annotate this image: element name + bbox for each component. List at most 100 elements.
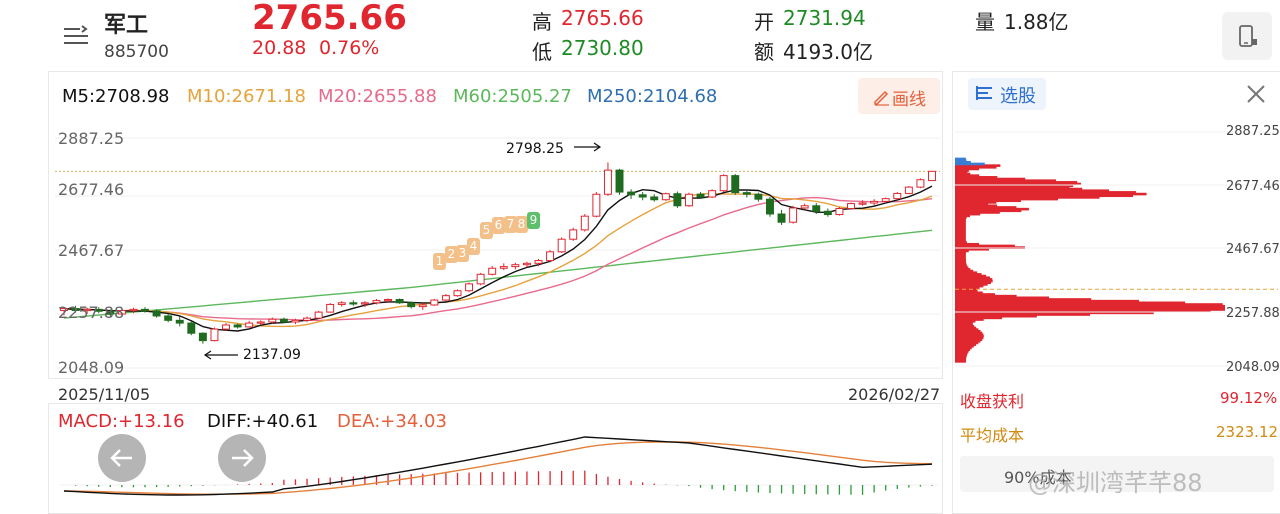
annotations [203,142,602,360]
chip-bar [955,303,1223,306]
chip-bar [955,304,1225,308]
chip-bar [955,351,968,355]
chip-bar [955,288,978,291]
chip-bar [955,186,1070,189]
candle-body [800,205,809,209]
chip-bar [955,184,1074,188]
candle-body [661,193,670,201]
chip-bar [955,264,968,268]
chip-bar [955,336,984,340]
chip-bar [955,319,976,323]
select-stock-button[interactable]: 选股 [968,78,1046,110]
candle-body [731,175,740,194]
candle-body [627,191,636,196]
cost-90-label: 90%成本 [1004,468,1072,487]
low-annotation: 2137.09 [243,347,301,363]
y-tick-1: 2677.46 [58,180,125,199]
candle-body [696,193,705,198]
candle-body [499,266,508,269]
avg-cost-label: 平均成本 [960,426,1025,445]
profit-label: 收盘获利 [960,392,1025,411]
next-period-button[interactable] [218,434,266,482]
chip-bar [955,298,1092,301]
chip-bar [955,348,971,351]
chip-bar [955,226,966,229]
candle-body [708,190,717,198]
chip-bar [955,241,967,244]
phone-rotate-icon [1239,25,1257,47]
candle-body [314,311,323,319]
chip-bar [955,182,1081,186]
chip-bar [955,244,1015,248]
cost-90-row: 90%成本 [960,456,1274,492]
chip-bar [955,253,966,256]
chip-bar [955,236,966,239]
chip-bar [955,273,982,276]
macd-chart [60,436,938,496]
chip-bar [955,204,998,208]
prev-period-button[interactable] [98,434,146,482]
stock-name: 军工 [104,13,149,38]
candle-body [858,202,867,205]
candle-body [488,267,497,275]
chip-bar [955,191,1136,194]
sequence-label-3: 3 [456,245,469,262]
chip-bar [955,192,1147,196]
chip-bar [955,197,1059,201]
close-button[interactable] [1243,81,1269,107]
grid-lines [55,137,940,369]
candle-body [684,193,693,207]
candle-body [326,303,335,313]
ma250-value: M250:2104.68 [587,86,718,107]
low-value: 2730.80 [561,36,644,60]
candle-body [94,308,103,312]
ma20-value: M20:2655.88 [318,86,437,107]
candle-body [430,299,439,306]
diff-line [63,436,933,496]
chip-bar [955,350,969,353]
chip-bar [955,217,966,221]
sequence-label-8: 8 [515,216,528,233]
chip-bar [955,167,980,171]
chip-bar [955,199,1022,203]
y-tick-2: 2467.67 [58,241,125,260]
chip-bar [955,338,983,341]
candle-body [928,170,936,182]
candle-body [615,169,624,193]
candle-body [638,194,647,198]
candle-body [580,215,589,231]
candle-body [522,262,531,266]
chip-bar [955,356,967,360]
chip-bar [955,266,969,269]
chip-bar [955,326,977,330]
candle-body [407,302,416,308]
chip-bar [955,276,990,280]
candle-body [453,290,462,297]
y-tick-3: 2257.88 [58,303,125,322]
phone-rotate-button[interactable] [1222,12,1272,60]
draw-line-button[interactable]: 画线 [858,78,940,114]
chip-bar [955,211,1000,214]
chip-bar [955,171,968,174]
candle-body [418,304,427,308]
chip-bar [955,202,989,206]
chip-bar [955,353,967,356]
candle-body [603,169,612,195]
chip-bar [955,251,966,254]
ma5-line [63,185,933,332]
candle-body [291,319,300,323]
chip-bar [955,268,971,271]
chip-bar [955,227,966,231]
chip-bar [955,189,1110,193]
chip-bar [955,165,997,169]
chip-bar [955,281,991,285]
chip-bar [955,308,1225,311]
chip-bar [955,279,993,283]
menu-icon[interactable] [62,24,90,48]
open-label: 开 [754,10,774,34]
chip-bar [955,284,984,288]
low-arrow-head [203,350,212,360]
list-icon [976,86,992,100]
chip-bar [955,256,966,259]
